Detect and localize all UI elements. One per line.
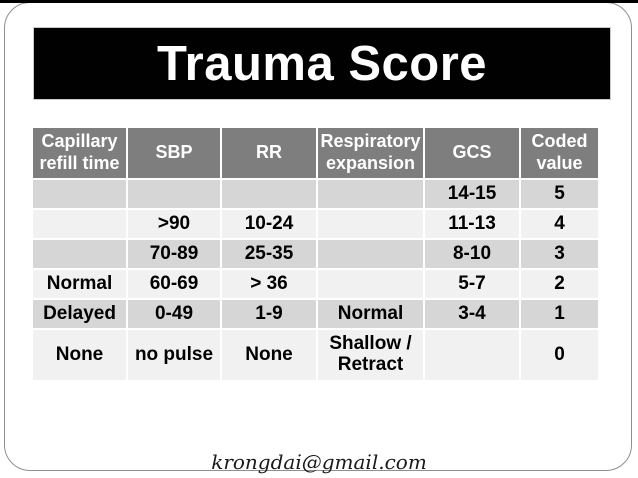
footer-email: krongdai@gmail.com	[211, 450, 427, 474]
table-cell	[222, 180, 316, 208]
table-cell: >90	[128, 210, 220, 238]
table-cell	[318, 210, 423, 238]
table-row: 70-89 25-35 8-10 3	[33, 240, 598, 268]
table-cell: 10-24	[222, 210, 316, 238]
column-header-rr: RR	[222, 128, 316, 178]
page-title: Trauma Score	[156, 36, 488, 91]
table-cell: 0-49	[128, 300, 220, 328]
table-cell: 5	[521, 180, 598, 208]
table-cell: 14-15	[425, 180, 519, 208]
table-header-row: Capillary refill time SBP RR Respiratory…	[33, 128, 598, 178]
trauma-score-table: Capillary refill time SBP RR Respiratory…	[31, 126, 600, 382]
table-row: 14-15 5	[33, 180, 598, 208]
table-cell	[33, 210, 126, 238]
table-cell	[318, 180, 423, 208]
table-cell: Normal	[318, 300, 423, 328]
table-cell: no pulse	[128, 330, 220, 380]
table-cell: 70-89	[128, 240, 220, 268]
table-cell	[318, 270, 423, 298]
table-row: >90 10-24 11-13 4	[33, 210, 598, 238]
top-edge-line	[0, 0, 638, 3]
table-cell	[33, 180, 126, 208]
title-banner: Trauma Score	[33, 27, 611, 100]
column-header-sbp: SBP	[128, 128, 220, 178]
table-cell: 5-7	[425, 270, 519, 298]
table-row: None no pulse None Shallow / Retract 0	[33, 330, 598, 380]
column-header-capillary-refill-time: Capillary refill time	[33, 128, 126, 178]
table-cell: 8-10	[425, 240, 519, 268]
table-cell: Delayed	[33, 300, 126, 328]
table-cell: 25-35	[222, 240, 316, 268]
column-header-respiratory-expansion: Respiratory expansion	[318, 128, 423, 178]
table-cell	[318, 240, 423, 268]
table-cell	[425, 330, 519, 380]
table-cell: 0	[521, 330, 598, 380]
table-cell: 11-13	[425, 210, 519, 238]
table-row: Normal 60-69 > 36 5-7 2	[33, 270, 598, 298]
table-cell: Shallow / Retract	[318, 330, 423, 380]
table-cell	[128, 180, 220, 208]
table-cell: 60-69	[128, 270, 220, 298]
column-header-gcs: GCS	[425, 128, 519, 178]
table-cell: 2	[521, 270, 598, 298]
table-row: Delayed 0-49 1-9 Normal 3-4 1	[33, 300, 598, 328]
table-cell: 3	[521, 240, 598, 268]
table-cell: > 36	[222, 270, 316, 298]
table-cell: 1	[521, 300, 598, 328]
table-cell: Normal	[33, 270, 126, 298]
table-cell	[33, 240, 126, 268]
table-cell: 4	[521, 210, 598, 238]
table-cell: 3-4	[425, 300, 519, 328]
column-header-coded-value: Coded value	[521, 128, 598, 178]
table-cell: None	[222, 330, 316, 380]
table-cell: None	[33, 330, 126, 380]
table-cell: 1-9	[222, 300, 316, 328]
